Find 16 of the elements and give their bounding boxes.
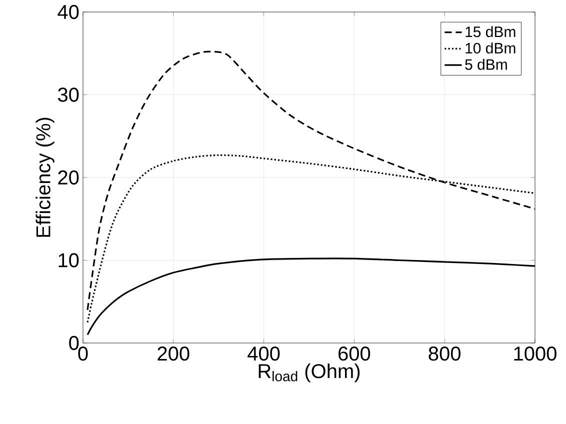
y-tick-label: 30 (58, 88, 79, 102)
x-axis-title: R$_{load}$ (Ohm) (258, 364, 360, 382)
y-tick-label: 40 (58, 4, 79, 20)
y-tick-label: 10 (58, 253, 79, 268)
y-tick-label: 0 (69, 336, 79, 350)
y-tick-label: 20 (58, 170, 79, 185)
x-tick-label: 600 (338, 346, 370, 361)
legend-label: 10 dBm (466, 42, 516, 54)
x-tick-label: 200 (158, 346, 190, 361)
x-tick-label: 400 (248, 346, 280, 361)
x-tick-label: 0 (78, 346, 88, 361)
x-tick-label: 800 (428, 346, 460, 361)
x-tick-label: 1000 (514, 346, 556, 361)
legend-label: 15 dBm (466, 26, 516, 38)
y-axis-title: Efficiency (%) (36, 118, 54, 237)
legend-label: 5 dBm (465, 58, 507, 70)
